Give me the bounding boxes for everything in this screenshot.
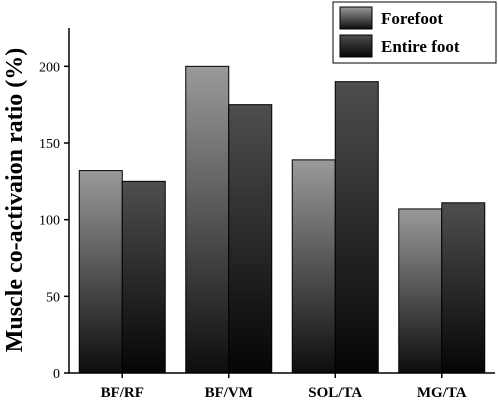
bar-forefoot-bf-vm xyxy=(185,65,230,374)
x-tick-label: BF/RF xyxy=(101,385,144,400)
x-tick-label: SOL/TA xyxy=(308,385,362,400)
y-tick-label: 150 xyxy=(39,137,60,152)
legend: Forefoot Entire foot xyxy=(332,1,497,64)
y-tick-label: 100 xyxy=(39,214,60,229)
bar-entire-foot-bf-rf xyxy=(121,180,166,374)
y-tick-label: 0 xyxy=(53,367,60,382)
bar-forefoot-bf-rf xyxy=(78,170,123,374)
x-axis-ticks: BF/RF BF/VM SOL/TA MG/TA xyxy=(101,373,467,400)
legend-label-entire-foot: Entire foot xyxy=(381,37,460,56)
bar-entire-foot-bf-vm xyxy=(228,104,273,374)
y-axis-title: Muscle co-activaion ratio (%) xyxy=(2,48,28,353)
legend-swatch-forefoot xyxy=(339,6,373,30)
x-tick-label: BF/VM xyxy=(205,385,253,400)
y-tick-label: 200 xyxy=(39,60,60,75)
y-tick-label: 50 xyxy=(46,290,60,305)
bar-entire-foot-mg-ta xyxy=(441,202,486,374)
x-tick-label: MG/TA xyxy=(417,385,467,400)
bar-entire-foot-sol-ta xyxy=(334,81,379,374)
legend-swatch-entire-foot xyxy=(339,34,373,58)
bar-forefoot-sol-ta xyxy=(291,159,336,374)
legend-label-forefoot: Forefoot xyxy=(381,9,443,28)
y-axis-ticks: 0 50 100 150 200 xyxy=(39,60,69,382)
bar-forefoot-mg-ta xyxy=(398,208,443,374)
bars-group xyxy=(78,65,486,374)
